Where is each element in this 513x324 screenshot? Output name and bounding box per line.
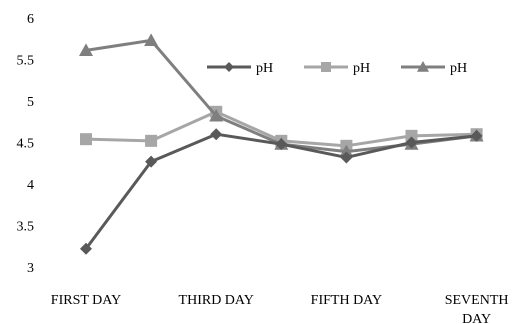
axes: 3 3.5 4 4.5 5 5.5 6 FIRST DAY THIRD DAY FIFTH DAY…: [17, 12, 509, 324]
legend-label: pH: [450, 61, 467, 76]
diamond-marker: [405, 136, 418, 149]
triangle-marker: [209, 108, 224, 122]
legend-label: pH: [256, 61, 273, 76]
legend-item: pH: [401, 61, 467, 76]
diamond-marker: [470, 129, 483, 142]
y-tick-label: 3: [27, 261, 34, 276]
legend-item: pH: [304, 61, 370, 76]
diamond-marker: [145, 155, 158, 168]
legend-label: pH: [353, 61, 370, 76]
y-tick-label: 3.5: [17, 220, 35, 235]
square-marker: [145, 134, 158, 147]
diamond-marker: [210, 128, 223, 141]
triangle-marker: [79, 43, 93, 56]
triangle-marker: [144, 33, 159, 47]
diamond-marker: [275, 138, 288, 151]
y-tick-label: 4: [27, 178, 34, 193]
y-tick-label: 4.5: [17, 137, 35, 152]
x-tick-label: FIRST DAY: [51, 293, 121, 308]
x-tick-label: SEVENTH: [445, 293, 509, 308]
y-tick-label: 6: [27, 12, 34, 27]
series-1: [80, 128, 483, 255]
legend: pH pH pH: [207, 61, 467, 76]
triangle-marker: [417, 61, 429, 72]
series-group: [79, 33, 484, 255]
x-tick-label: THIRD DAY: [179, 293, 254, 308]
triangle-marker: [339, 144, 354, 158]
square-marker: [321, 62, 331, 72]
square-marker: [80, 133, 92, 146]
series-line: [84, 132, 477, 250]
square-marker: [405, 129, 418, 142]
y-tick-label: 5.5: [17, 54, 35, 69]
y-tick-label: 5: [27, 95, 34, 110]
diamond-marker: [340, 151, 353, 164]
legend-item: pH: [207, 61, 273, 76]
x-tick-label: FIFTH DAY: [311, 293, 382, 308]
diamond-marker: [80, 242, 92, 255]
diamond-marker: [224, 62, 234, 72]
x-tick-label: DAY: [462, 312, 491, 324]
